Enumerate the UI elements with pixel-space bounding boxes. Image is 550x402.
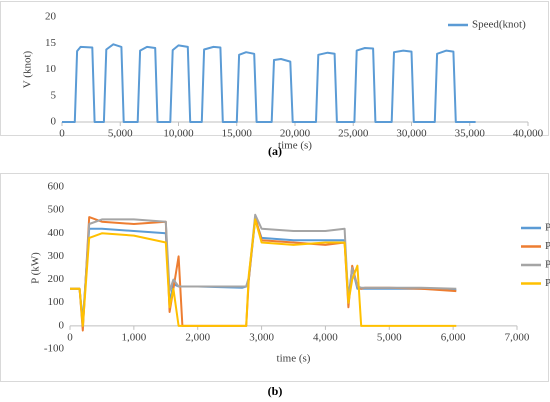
caption: (a) [268,144,282,158]
y-tick-label: 500 [48,204,65,216]
x-tick-label: 1,000 [121,331,146,343]
legend-label: P1 [545,222,550,234]
x-tick-label: 25,000 [338,128,369,140]
y-axis-label: P (kW) [30,252,42,284]
x-axis-label: time (s) [278,140,312,152]
x-tick-label: 0 [59,128,65,140]
x-tick-label: 10,000 [163,128,194,140]
x-tick-label: 5,000 [108,128,133,140]
y-tick-label: 400 [48,227,65,239]
chart-frame [0,173,549,382]
y-tick-label: 20 [45,11,57,23]
series-line [70,216,457,332]
x-tick-label: 40,000 [513,128,544,140]
y-tick-label: 300 [48,250,65,262]
x-tick-label: 3,000 [249,331,274,343]
y-tick-label: 600 [48,181,65,193]
caption: (b) [268,384,283,398]
x-tick-label: 2,000 [185,331,210,343]
y-tick-label: 15 [45,37,57,49]
legend-label: Speed(knot) [472,19,526,31]
y-tick-label: 5 [51,89,57,101]
x-tick-label: 35,000 [455,128,486,140]
y-axis-label: V (knot) [22,50,34,88]
y-tick-label: 10 [45,63,57,75]
series-line [70,218,457,327]
series-line [62,43,476,123]
x-tick-label: 6,000 [441,331,466,343]
x-tick-label: 5,000 [377,331,402,343]
legend-label: P3 [545,259,550,271]
x-tick-label: 15,000 [222,128,253,140]
y-tick-label: 0 [59,319,65,331]
x-axis-label: time (s) [277,353,311,365]
x-tick-label: 30,000 [396,128,427,140]
y-tick-label: 200 [48,273,65,285]
y-tick-label: 0 [51,116,57,128]
chart-frame [0,1,549,136]
x-tick-label: 7,000 [505,331,530,343]
x-tick-label: 4,000 [313,331,338,343]
legend-label: P2 [545,240,550,252]
legend-label: P4 [545,277,550,289]
y-tick-label: -100 [44,343,65,355]
y-tick-label: 100 [48,296,65,308]
x-tick-label: 0 [67,331,73,343]
x-tick-label: 20,000 [280,128,311,140]
